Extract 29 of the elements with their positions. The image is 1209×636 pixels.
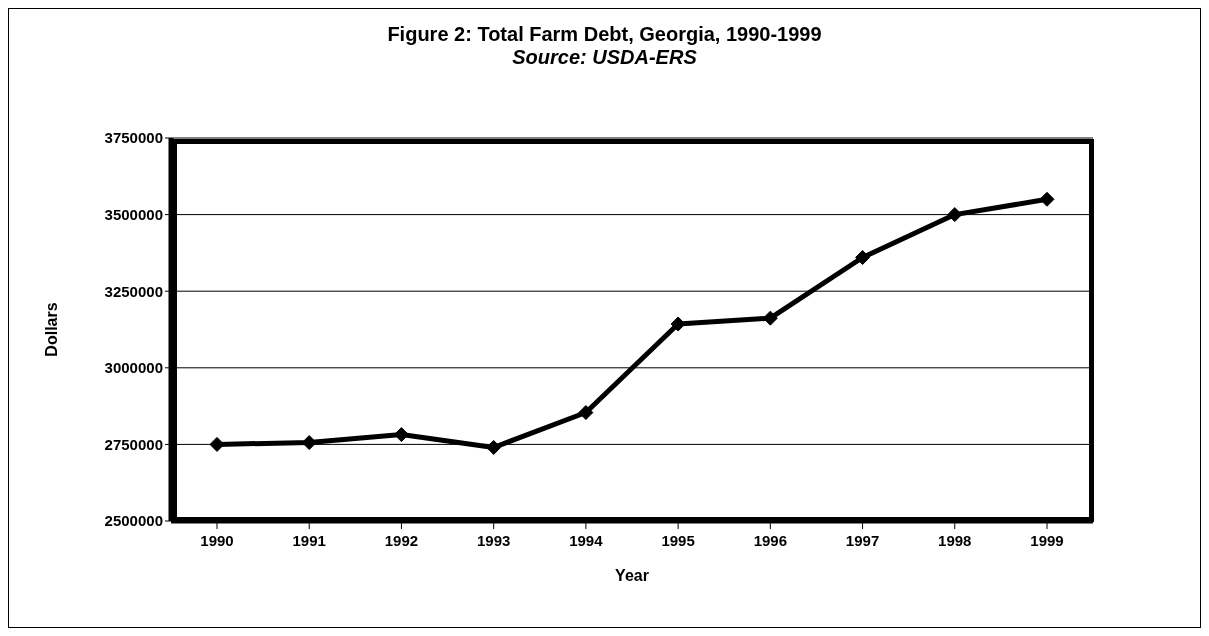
x-tick-label: 1993 (476, 531, 511, 549)
point (947, 207, 963, 223)
point (762, 310, 778, 326)
y-tick-label: 3750000 (104, 129, 163, 147)
x-tick-label: 1996 (753, 531, 788, 549)
point (209, 436, 225, 452)
x-tick-label: 1999 (1030, 531, 1064, 549)
y-tick-label: 3500000 (104, 205, 163, 223)
x-tick-label: 1995 (661, 531, 695, 549)
y-tick-label: 2750000 (104, 435, 163, 453)
point (486, 439, 502, 455)
y-tick-label: 2500000 (104, 512, 163, 530)
x-tick-label: 1990 (200, 531, 234, 549)
point (301, 435, 317, 451)
x-tick-label: 1998 (938, 531, 972, 549)
point (1039, 191, 1055, 207)
point (578, 405, 594, 421)
y-tick-label: 3000000 (104, 359, 163, 377)
chart-subtitle: Source: USDA-ERS (511, 46, 698, 69)
chart-title: Figure 2: Total Farm Debt, Georgia, 1990-1999 (386, 23, 823, 46)
x-tick-label: 1991 (292, 531, 326, 549)
y-tick-label: 3250000 (104, 282, 163, 300)
x-tick-label: 1997 (845, 531, 880, 549)
point (670, 316, 686, 332)
y-axis-title: Dollars (42, 302, 60, 357)
x-axis-title: Year (615, 567, 649, 584)
x-tick-label: 1994 (569, 531, 604, 549)
point (855, 250, 871, 265)
x-tick-label: 1992 (384, 531, 419, 549)
